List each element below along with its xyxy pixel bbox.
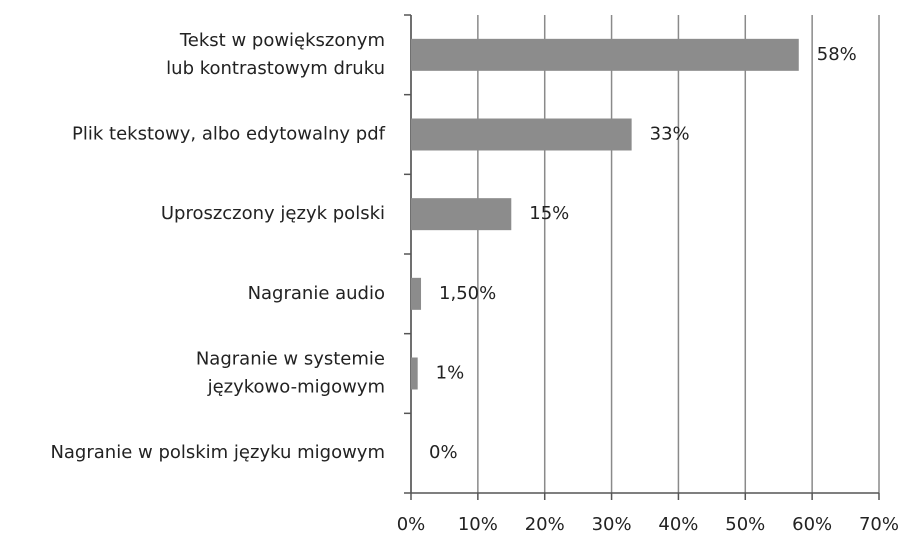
y-tick-label: Nagranie w systemie: [196, 349, 385, 370]
x-tick-label: 20%: [525, 514, 565, 535]
value-label: 0%: [429, 442, 458, 463]
value-label: 15%: [529, 203, 569, 224]
value-label: 1%: [436, 363, 465, 384]
y-tick-label: Plik tekstowy, albo edytowalny pdf: [72, 124, 386, 145]
y-tick-label: Tekst w powiększonym: [179, 30, 385, 51]
value-label: 1,50%: [439, 283, 496, 304]
bar: [411, 198, 512, 231]
bar: [411, 118, 632, 151]
x-tick-label: 40%: [658, 514, 698, 535]
y-tick-label: językowo-migowym: [207, 377, 385, 398]
x-tick-label: 10%: [458, 514, 498, 535]
x-tick-label: 50%: [725, 514, 765, 535]
bar: [411, 277, 422, 310]
x-tick-label: 70%: [859, 514, 899, 535]
bar: [411, 357, 418, 390]
value-label: 33%: [650, 124, 690, 145]
y-tick-label: Nagranie w polskim języku migowym: [50, 442, 385, 463]
x-tick-label: 0%: [397, 514, 426, 535]
value-label: 58%: [817, 44, 857, 65]
y-tick-label: Nagranie audio: [248, 283, 385, 304]
y-tick-label: lub kontrastowym druku: [166, 58, 385, 79]
x-tick-label: 60%: [792, 514, 832, 535]
y-tick-label: Uproszczony język polski: [161, 203, 385, 224]
bar: [411, 38, 799, 71]
x-tick-label: 30%: [592, 514, 632, 535]
